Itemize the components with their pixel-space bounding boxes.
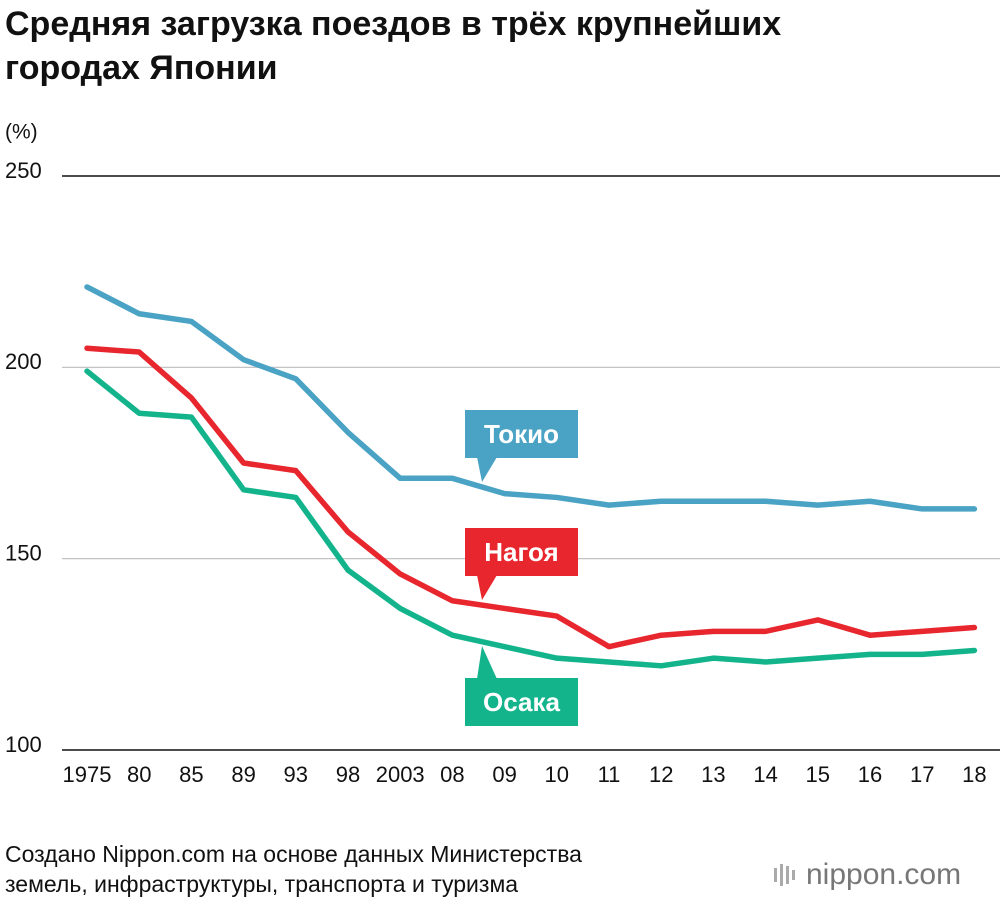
- y-tick-label: 150: [5, 540, 42, 565]
- legend-box: [465, 678, 578, 726]
- series-line: [84, 345, 978, 650]
- chart-title: городах Японии: [5, 49, 278, 87]
- x-tick-label: 15: [806, 762, 830, 787]
- x-tick-label: 11: [598, 762, 621, 787]
- legend-label: Нагоя: [484, 537, 558, 567]
- y-tick-label: 100: [5, 732, 42, 757]
- legend-label: Осака: [483, 687, 560, 717]
- x-tick-label: 98: [336, 762, 360, 787]
- legend-pointer: [477, 575, 497, 600]
- x-tick-label: 14: [753, 762, 777, 787]
- x-tick-label: 93: [284, 762, 308, 787]
- x-tick-label: 10: [545, 762, 569, 787]
- x-tick-label: 80: [127, 762, 151, 787]
- x-tick-label: 08: [440, 762, 464, 787]
- x-tick-label: 89: [231, 762, 255, 787]
- legend-label: Токио: [484, 419, 559, 449]
- x-tick-label: 13: [701, 762, 725, 787]
- x-tick-label: 17: [910, 762, 934, 787]
- x-tick-label: 18: [962, 762, 986, 787]
- legend-box: [465, 410, 578, 458]
- x-tick-label: 85: [179, 762, 203, 787]
- series-line: [84, 368, 978, 669]
- x-tick-label: 12: [649, 762, 673, 787]
- y-tick-label: 200: [5, 349, 42, 374]
- y-tick-label: 250: [5, 158, 42, 183]
- series-line: [84, 284, 978, 512]
- logo-mark: [774, 864, 795, 886]
- x-tick-label: 16: [858, 762, 882, 787]
- x-tick-label: 2003: [376, 762, 425, 787]
- x-tick-label: 1975: [63, 762, 112, 787]
- legend-pointer: [477, 457, 497, 482]
- x-tick-label: 09: [492, 762, 516, 787]
- source: земель, инфраструктуры, транспорта и тур…: [5, 871, 518, 897]
- legend-pointer: [477, 646, 497, 679]
- logo: nippon.com: [806, 858, 961, 891]
- y-axis-label: (%): [5, 121, 38, 144]
- legend-box: [465, 528, 578, 576]
- source: Создано Nippon.com на основе данных Мини…: [5, 841, 582, 867]
- chart-title: Средняя загрузка поездов в трёх крупнейш…: [5, 5, 781, 43]
